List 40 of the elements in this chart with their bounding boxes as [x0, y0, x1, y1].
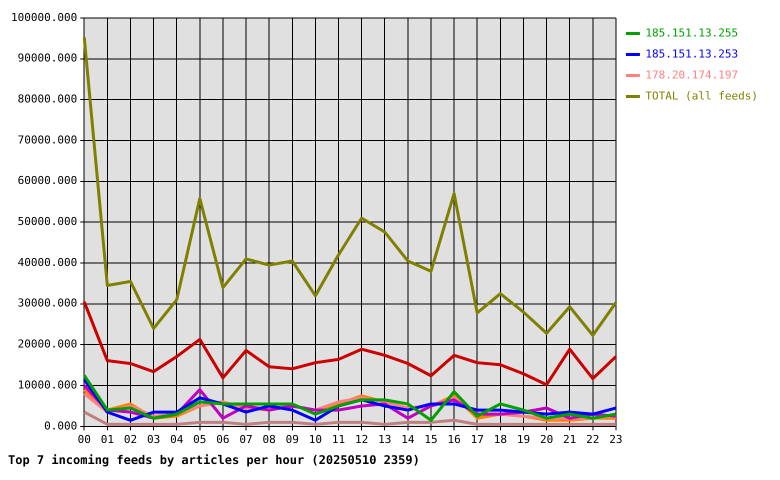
y-tick-label: 50000.000	[18, 215, 78, 228]
x-tick-label: 21	[563, 432, 576, 446]
x-tick-label: 19	[516, 432, 530, 446]
x-tick-label: 01	[100, 432, 114, 446]
y-tick-label: 80000.000	[18, 92, 78, 106]
x-tick-label: 04	[170, 432, 184, 446]
legend-label: TOTAL (all feeds)	[645, 89, 758, 102]
x-tick-label: 23	[609, 432, 623, 446]
x-tick-label: 08	[262, 432, 276, 446]
x-tick-label: 05	[193, 432, 206, 446]
x-tick-label: 11	[332, 432, 346, 446]
x-tick-label: 15	[424, 432, 438, 446]
y-tick-label: 90000.000	[18, 52, 78, 65]
y-tick-label: 70000.000	[18, 133, 78, 146]
x-tick-label: 18	[494, 432, 507, 446]
x-tick-label: 16	[447, 432, 461, 446]
text: Top 7 incoming feeds by articles per hour (20250510 2359)	[8, 452, 420, 467]
x-tick-label: 02	[124, 432, 138, 446]
y-tick-label: 10000.000	[18, 378, 78, 392]
x-tick-label: 10	[308, 432, 322, 446]
x-tick-label: 12	[355, 432, 368, 446]
y-tick-label: 60000.000	[18, 174, 78, 188]
x-tick-label: 09	[286, 432, 299, 446]
y-tick-label: 0.000	[44, 419, 78, 432]
x-tick-label: 07	[239, 432, 253, 446]
x-tick-label: 20	[540, 432, 554, 446]
x-tick-label: 03	[146, 432, 160, 446]
x-tick-label: 06	[216, 432, 230, 446]
y-tick-label: 40000.000	[18, 256, 78, 269]
x-tick-label: 14	[401, 432, 415, 446]
legend-label: 185.151.13.255	[645, 26, 738, 40]
x-tick-label: 22	[586, 432, 600, 446]
y-tick-label: 100000.000	[10, 10, 78, 24]
x-tick-label: 00	[78, 432, 91, 446]
x-tick-label: 13	[378, 432, 392, 446]
y-tick-label: 30000.000	[18, 296, 78, 310]
legend-label: 185.151.13.253	[645, 47, 738, 60]
y-tick-label: 20000.000	[18, 338, 78, 351]
x-tick-label: 17	[470, 432, 484, 446]
legend-label: 178.20.174.197	[645, 68, 738, 82]
